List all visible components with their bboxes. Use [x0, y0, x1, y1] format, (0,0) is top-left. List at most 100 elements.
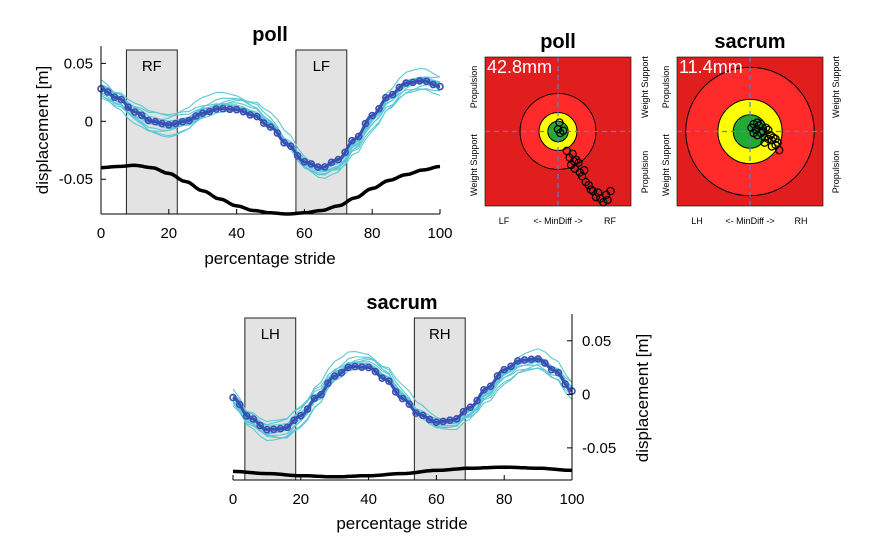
poll-line-mean-point: [253, 112, 261, 121]
poll-line-mean-point: [381, 93, 390, 102]
sacrum-target-point: [760, 138, 769, 147]
poll-line-mean-point: [341, 148, 349, 157]
sacrum-line-mean-point: [330, 372, 339, 380]
sacrum-line-mean-point: [452, 414, 461, 423]
sacrum-line-mean-point: [405, 400, 414, 408]
sacrum-line-chart: sacrum LH RH 0 20 40 60 80 100 0.05 0 -0.05 perce…: [229, 292, 652, 533]
poll-line-y-tick-label: -0.05: [59, 171, 93, 188]
sacrum-line-mean-point: [439, 417, 447, 426]
poll-line-mean-point: [402, 79, 410, 87]
poll-line-mean-point: [239, 107, 248, 116]
sacrum-target-x-left-label: LH: [691, 216, 703, 226]
sacrum-line-mean-point: [513, 357, 522, 365]
poll-line-mean-point: [158, 119, 166, 128]
poll-target-point: [580, 166, 589, 175]
sacrum-line-mean-point: [242, 412, 251, 420]
sacrum-target-point: [769, 133, 778, 142]
sacrum-target-right-top-label: Weight Support: [831, 56, 841, 118]
poll-line-mean-point: [354, 132, 363, 141]
sacrum-line-mean-point: [269, 425, 278, 434]
sacrum-line-mean-point: [378, 374, 386, 383]
sacrum-line-mean-point: [371, 367, 380, 376]
poll-line-mean-point: [110, 93, 119, 102]
poll-line-band-label-lf: LF: [313, 58, 331, 75]
poll-line-mean-point: [144, 116, 153, 125]
poll-line-mean-point: [117, 95, 126, 104]
poll-line-mean-point: [436, 82, 444, 91]
sacrum-target-point: [749, 128, 758, 138]
sacrum-target-point: [764, 125, 773, 135]
poll-line-band-label-rf: RF: [142, 58, 162, 75]
sacrum-target-frame: [676, 56, 824, 207]
sacrum-line-mean-point: [507, 362, 515, 371]
poll-line-mean-point: [300, 158, 309, 166]
poll-line-mean-point: [361, 119, 370, 128]
poll-line-y-tick-label: 0.05: [64, 55, 93, 72]
poll-line-chart: poll RF LF 0 20 40 60 80 100 0.05 0 -0.05 percent…: [33, 24, 453, 268]
sacrum-target-left-top-label: Propulsion: [661, 66, 671, 109]
poll-line-mean-point: [429, 80, 438, 89]
poll-line-mean-point: [307, 160, 315, 168]
poll-line-mean-point: [334, 155, 343, 164]
sacrum-line-ground-line: [232, 465, 573, 479]
sacrum-line-mean-point: [235, 400, 244, 409]
poll-line-mean-point: [320, 163, 329, 171]
poll-target-point: [606, 186, 615, 196]
poll-line-mean-point: [178, 117, 187, 126]
poll-line-mean-point: [205, 107, 214, 116]
sacrum-line-mean-point: [303, 405, 312, 413]
poll-line-mean-point: [259, 119, 268, 127]
sacrum-line-mean-point: [466, 403, 475, 411]
sacrum-target-x-right-label: RH: [795, 216, 808, 226]
sacrum-line-mean-point: [554, 368, 563, 377]
sacrum-line-mean-point: [446, 416, 454, 425]
poll-line-mean-point: [280, 139, 288, 147]
sacrum-line-x-tick-label: 80: [496, 491, 513, 508]
poll-line-mean-point: [131, 108, 139, 116]
poll-target-readout: 42.8mm: [487, 57, 552, 77]
poll-line-x-tick-label: 100: [427, 225, 452, 242]
sacrum-y-axis-label: displacement [m]: [633, 334, 652, 463]
poll-line-mean-point: [103, 88, 112, 96]
poll-target-point: [574, 158, 583, 167]
sacrum-line-x-tick-label: 60: [428, 491, 445, 508]
sacrum-line-mean-point: [541, 359, 549, 367]
poll-line-band-lf: [295, 49, 348, 215]
sacrum-line-mean-point: [520, 356, 529, 364]
sacrum-line-mean-point: [425, 415, 434, 424]
poll-line-x-tick-label: 80: [364, 225, 381, 242]
poll-line-mean-point: [388, 90, 397, 99]
sacrum-x-axis-label: percentage stride: [336, 514, 467, 533]
sacrum-line-mean-point: [419, 411, 427, 420]
sacrum-line-mean-point: [351, 362, 359, 371]
sacrum-line-mean-point: [229, 393, 237, 402]
poll-line-mean-point: [287, 142, 295, 150]
poll-line-mean-point: [348, 136, 356, 145]
sacrum-target-point: [753, 118, 762, 127]
sacrum-line-mean-point: [385, 377, 393, 385]
sacrum-line-mean-point: [296, 411, 305, 420]
poll-line-y-tick-label: 0: [85, 113, 93, 130]
sacrum-target-point: [756, 119, 766, 129]
poll-target-x-center-label: <- MinDiff ->: [533, 216, 582, 226]
poll-target-left-bottom-label: Weight Support: [469, 134, 479, 196]
poll-line-mean-point: [422, 77, 431, 86]
sacrum-line-mean-point: [324, 379, 332, 387]
sacrum-line-band-label-lh: LH: [261, 326, 280, 343]
sacrum-line-mean-point: [391, 388, 400, 396]
poll-target-point: [591, 192, 601, 202]
poll-target-right-top-label: Weight Support: [640, 56, 650, 118]
sacrum-line-mean-point: [344, 363, 353, 372]
poll-target-x-right-label: RF: [604, 216, 616, 226]
poll-line-mean-point: [395, 83, 404, 92]
sacrum-line-y-tick-label: 0: [582, 386, 590, 403]
sacrum-target-point: [771, 134, 780, 144]
sacrum-line-mean-point: [398, 394, 407, 403]
poll-target-frame: [484, 56, 632, 207]
sacrum-line-mean-point: [486, 382, 495, 390]
sacrum-target-point: [760, 133, 769, 142]
poll-line-mean-point: [273, 129, 282, 137]
sacrum-line-mean-point: [249, 415, 258, 423]
sacrum-line-mean-point: [276, 424, 285, 433]
